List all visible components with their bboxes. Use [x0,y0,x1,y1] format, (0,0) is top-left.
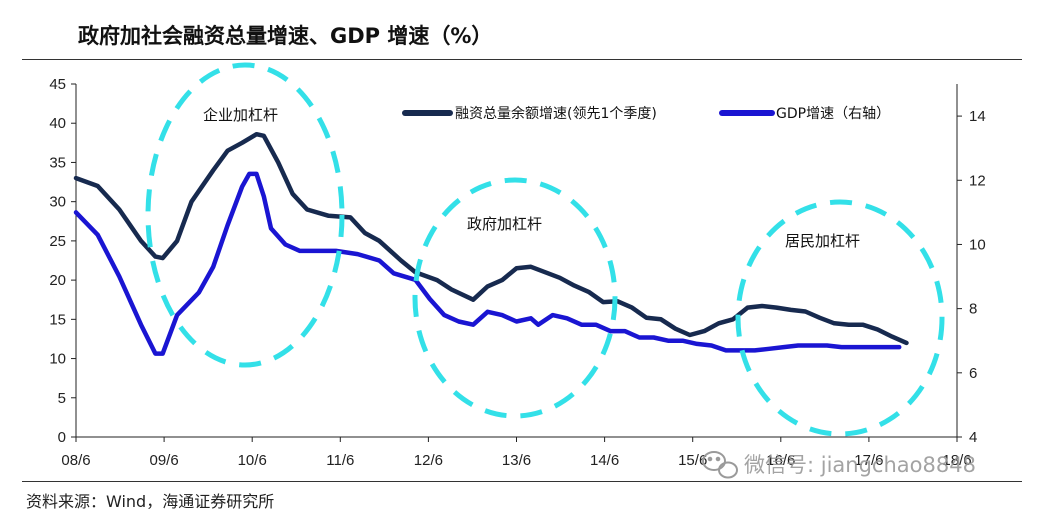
watermark: 微信号: jiangchao8848 [702,451,976,479]
x-tick-label: 12/6 [414,452,443,469]
x-tick-label: 08/6 [61,452,90,469]
y-left-ticks: 0 5 10 15 20 25 30 35 40 45 [49,76,76,446]
y-left-tick-label: 20 [49,272,66,289]
annotation-household: 居民加杠杆 [785,232,860,250]
y-left-tick-label: 15 [49,311,66,328]
watermark-text: 微信号: jiangchao8848 [744,453,976,477]
x-tick-label: 17/6 [854,452,883,469]
annotation-enterprise: 企业加杠杆 [203,106,278,124]
circle-household-leverage [735,199,945,437]
y-right-tick-label: 14 [969,108,986,125]
legend: 融资总量余额增速(领先1个季度) GDP增速（右轴） [402,105,890,122]
y-left-tick-label: 40 [49,115,66,132]
annotation-circles [145,62,945,437]
x-tick-label: 13/6 [502,452,531,469]
chart-title: 政府加社会融资总量增速、GDP 增速（%） [78,24,493,48]
x-tick-label: 14/6 [590,452,619,469]
x-tick-label: 11/6 [326,452,354,469]
y-right-tick-label: 12 [969,172,986,189]
y-left-tick-label: 10 [49,351,66,368]
y-right-ticks: 4 6 8 10 12 14 [957,108,986,446]
legend-label-financing: 融资总量余额增速(领先1个季度) [455,105,657,122]
circle-government-leverage [412,177,618,419]
y-right-tick-label: 10 [969,236,986,253]
bottom-rule [22,481,1022,482]
source-note: 资料来源：Wind，海通证券研究所 [26,492,275,511]
series-line-financing [73,131,909,346]
y-left-tick-label: 5 [58,390,66,407]
x-tick-label: 09/6 [149,452,178,469]
y-left-tick-label: 30 [49,194,66,211]
x-ticks: 08/6 09/6 10/6 11/6 12/6 13/6 14/6 15/6 16/6 17/6… [61,437,972,469]
y-right-tick-label: 8 [969,301,977,318]
series-lines [73,131,909,356]
y-right-tick-label: 4 [969,429,977,446]
x-tick-label: 10/6 [238,452,267,469]
annotation-government: 政府加杠杆 [467,215,542,233]
y-left-tick-label: 45 [49,76,66,93]
y-left-tick-label: 0 [58,429,66,446]
y-left-tick-label: 25 [49,233,66,250]
x-tick-label: 18/6 [942,452,971,469]
x-tick-label: 15/6 [678,452,707,469]
series-line-gdp [73,171,902,356]
axes [75,84,958,438]
wechat-icon [702,451,738,479]
x-tick-label: 16/6 [766,452,795,469]
y-left-tick-label: 35 [49,154,66,171]
y-right-tick-label: 6 [969,365,977,382]
circle-enterprise-leverage [145,62,345,368]
legend-label-gdp: GDP增速（右轴） [776,106,890,122]
top-rule [22,59,1022,60]
